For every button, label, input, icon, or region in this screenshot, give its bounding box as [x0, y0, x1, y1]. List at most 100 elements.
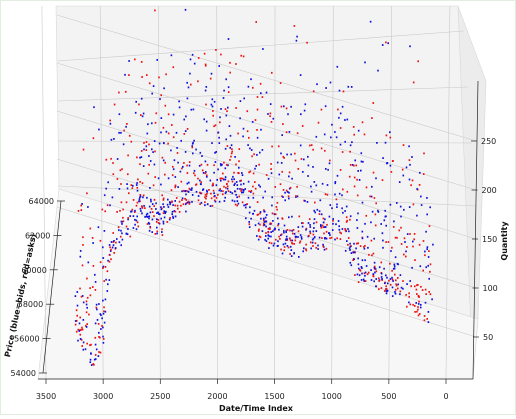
- ask-point: [350, 164, 352, 166]
- bid-point: [192, 153, 194, 155]
- bid-point: [357, 227, 359, 229]
- bid-point: [98, 332, 100, 334]
- bid-point: [297, 236, 299, 238]
- bid-point: [274, 228, 276, 230]
- ask-point: [270, 113, 272, 115]
- bid-point: [322, 183, 324, 185]
- bid-point: [112, 197, 114, 199]
- bid-point: [312, 166, 314, 168]
- bid-point: [290, 154, 292, 156]
- bid-point: [363, 280, 365, 282]
- ask-point: [417, 60, 419, 62]
- ask-point: [82, 244, 84, 246]
- bid-point: [394, 291, 396, 293]
- bid-point: [175, 176, 177, 178]
- ask-point: [386, 135, 388, 137]
- ask-point: [298, 168, 300, 170]
- bid-point: [361, 273, 363, 275]
- bid-point: [296, 36, 298, 38]
- ask-point: [120, 236, 122, 238]
- ask-point: [384, 290, 386, 292]
- bid-point: [176, 132, 178, 134]
- bid-point: [226, 115, 228, 117]
- ask-point: [210, 78, 212, 80]
- ask-point: [323, 218, 325, 220]
- ask-point: [247, 110, 249, 112]
- bid-point: [401, 287, 403, 289]
- bid-point: [79, 330, 81, 332]
- bid-point: [149, 187, 151, 189]
- bid-point: [262, 230, 264, 232]
- bid-point: [243, 191, 245, 193]
- bid-point: [223, 90, 225, 92]
- bid-point: [248, 86, 250, 88]
- bid-point: [138, 200, 140, 202]
- bid-point: [320, 224, 322, 226]
- bid-point: [361, 267, 363, 269]
- ask-point: [87, 297, 89, 299]
- bid-point: [390, 250, 392, 252]
- y-tick-label: 56000: [14, 335, 39, 344]
- bid-point: [300, 74, 302, 76]
- bid-point: [220, 180, 222, 182]
- ask-point: [371, 117, 373, 119]
- ask-point: [231, 153, 233, 155]
- bid-point: [391, 277, 393, 279]
- bid-point: [357, 274, 359, 276]
- bid-point: [121, 232, 123, 234]
- bid-point: [218, 65, 220, 67]
- bid-point: [136, 220, 138, 222]
- ask-point: [141, 61, 143, 63]
- bid-point: [163, 87, 165, 89]
- ask-point: [128, 74, 130, 76]
- bid-point: [103, 342, 105, 344]
- bid-point: [317, 248, 319, 250]
- bid-point: [364, 259, 366, 261]
- ask-point: [271, 223, 273, 225]
- bid-point: [128, 60, 130, 62]
- bid-point: [274, 243, 276, 245]
- bid-point: [151, 93, 153, 95]
- bid-point: [121, 221, 123, 223]
- bid-point: [327, 184, 329, 186]
- bid-point: [125, 126, 127, 128]
- ask-point: [271, 146, 273, 148]
- bid-point: [160, 184, 162, 186]
- bid-point: [185, 194, 187, 196]
- ask-point: [154, 176, 156, 178]
- ask-point: [95, 354, 97, 356]
- bid-point: [309, 231, 311, 233]
- ask-point: [414, 233, 416, 235]
- ask-point: [177, 152, 179, 154]
- bid-point: [336, 136, 338, 138]
- bid-point: [287, 245, 289, 247]
- z-axis-label: Quantity: [500, 221, 509, 261]
- bid-point: [370, 221, 372, 223]
- ask-point: [123, 130, 125, 132]
- ask-point: [76, 315, 78, 317]
- bid-point: [141, 98, 143, 100]
- bid-point: [381, 278, 383, 280]
- bid-point: [250, 218, 252, 220]
- bid-point: [381, 273, 383, 275]
- bid-point: [272, 230, 274, 232]
- bid-point: [237, 188, 239, 190]
- bid-point: [375, 285, 377, 287]
- ask-point: [414, 305, 416, 307]
- ask-point: [239, 148, 241, 150]
- bid-point: [424, 251, 426, 253]
- ask-point: [169, 217, 171, 219]
- bid-point: [249, 148, 251, 150]
- bid-point: [314, 212, 316, 214]
- bid-point: [298, 226, 300, 228]
- bid-point: [358, 130, 360, 132]
- bid-point: [287, 191, 289, 193]
- ask-point: [86, 192, 88, 194]
- bid-point: [116, 238, 118, 240]
- bid-point: [399, 293, 401, 295]
- bid-point: [219, 116, 221, 118]
- bid-point: [325, 168, 327, 170]
- y-tick-label: 64000: [29, 197, 54, 206]
- ask-point: [246, 203, 248, 205]
- bid-point: [286, 154, 288, 156]
